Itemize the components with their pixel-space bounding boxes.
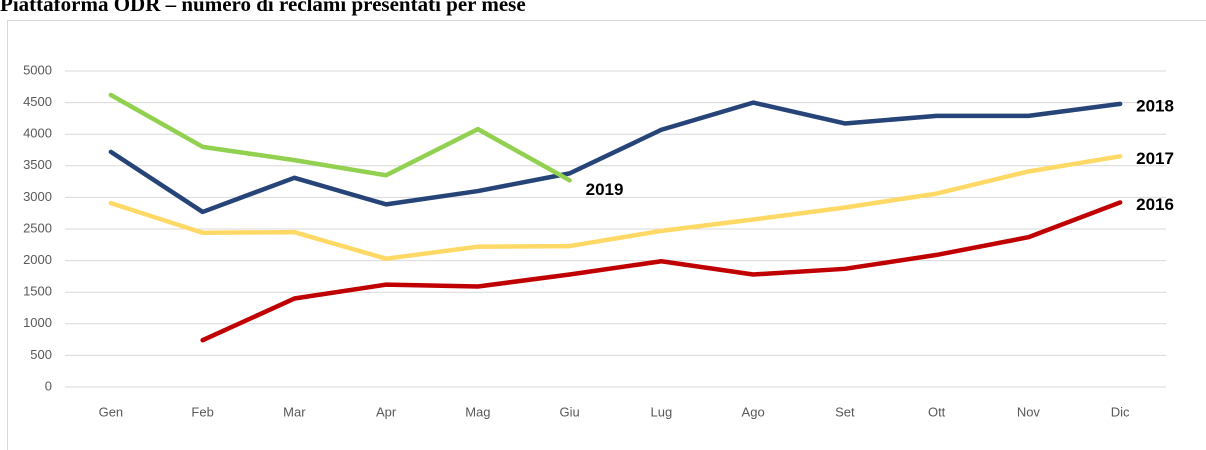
series-line — [108, 100, 1123, 215]
y-tick-label: 2500 — [23, 220, 52, 235]
x-tick-label: Lug — [651, 404, 673, 419]
series-line — [200, 200, 1123, 343]
x-tick-label: Feb — [191, 404, 213, 419]
x-tick-label: Gen — [99, 404, 124, 419]
y-tick-label: 500 — [30, 347, 52, 362]
chart-title: Piattaforma ODR – numero di reclami pres… — [0, 0, 526, 16]
series-line — [108, 154, 1123, 261]
x-tick-label: Giu — [560, 404, 580, 419]
x-tick-label: Ott — [928, 404, 946, 419]
series-label: 2016 — [1136, 195, 1174, 214]
y-tick-label: 3500 — [23, 157, 52, 172]
y-tick-label: 1000 — [23, 315, 52, 330]
y-tick-label: 2000 — [23, 252, 52, 267]
x-tick-label: Dic — [1111, 404, 1130, 419]
series-label: 2017 — [1136, 149, 1174, 168]
y-tick-label: 0 — [45, 378, 52, 393]
x-tick-label: Apr — [376, 404, 397, 419]
x-tick-label: Mar — [283, 404, 306, 419]
series-label: 2019 — [586, 180, 624, 199]
x-tick-label: Set — [835, 404, 855, 419]
series-line — [108, 92, 572, 183]
y-tick-label: 4500 — [23, 94, 52, 109]
y-tick-label: 3000 — [23, 189, 52, 204]
chart-frame — [7, 20, 1206, 450]
x-tick-label: Mag — [465, 404, 490, 419]
x-tick-label: Nov — [1017, 404, 1041, 419]
y-tick-label: 5000 — [23, 62, 52, 77]
y-tick-label: 4000 — [23, 126, 52, 141]
y-tick-label: 1500 — [23, 284, 52, 299]
x-tick-label: Ago — [742, 404, 765, 419]
series-label: 2018 — [1136, 96, 1174, 115]
